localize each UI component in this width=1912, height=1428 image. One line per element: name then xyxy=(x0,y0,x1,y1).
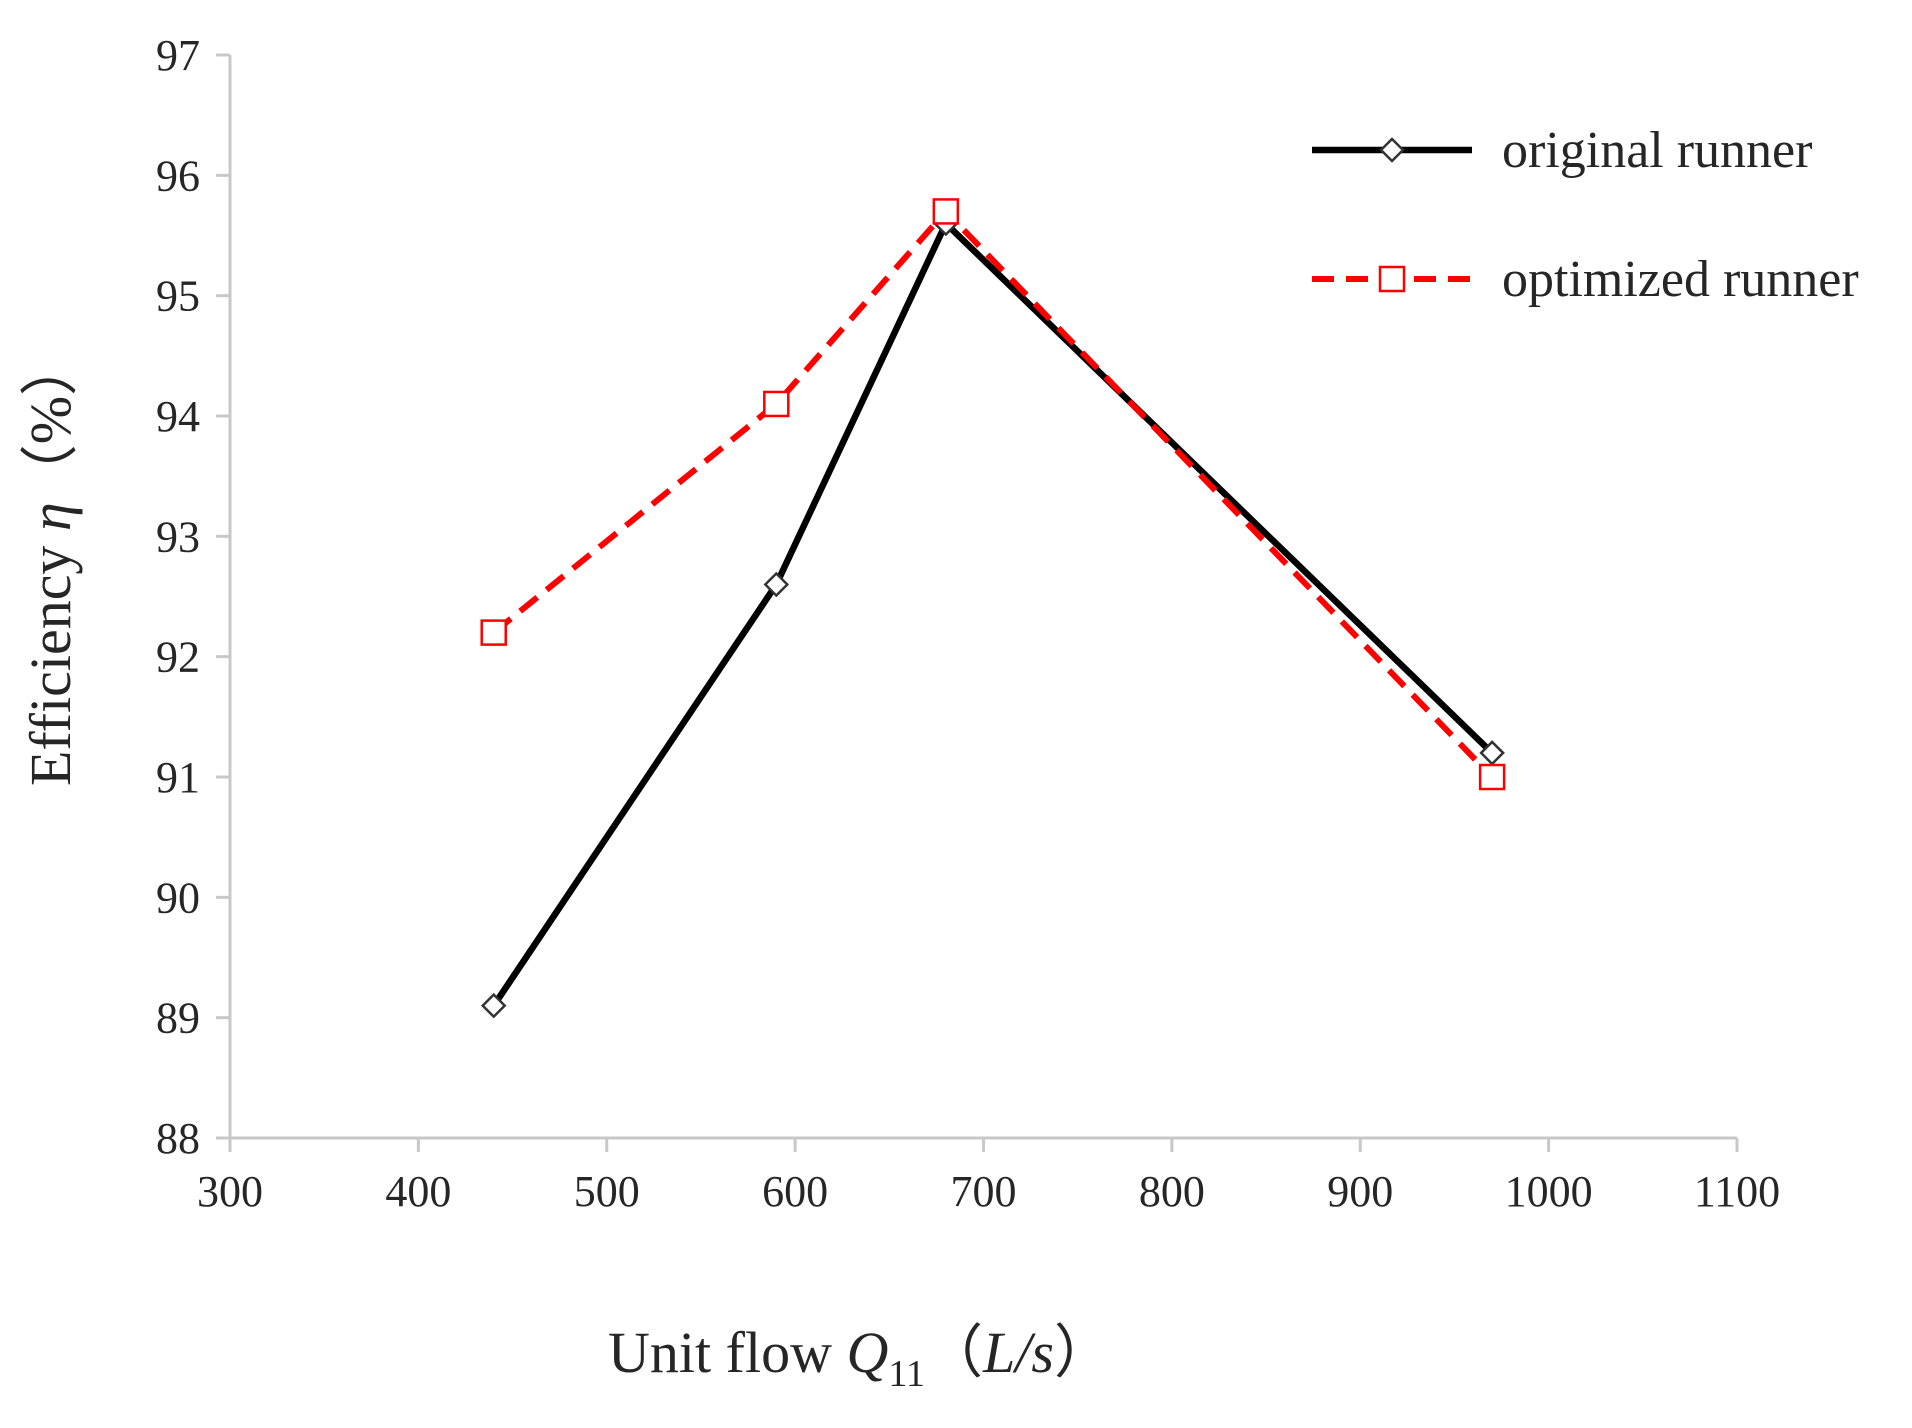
data-point xyxy=(763,571,790,598)
x-axis-title-symbol: Q xyxy=(846,1320,888,1385)
legend-marker xyxy=(1378,265,1406,293)
x-axis-title-prefix: Unit flow xyxy=(608,1320,846,1385)
x-tick-label: 400 xyxy=(385,1167,451,1216)
legend-label: optimized runner xyxy=(1502,251,1859,308)
x-tick-label: 700 xyxy=(951,1167,1017,1216)
legend-item: optimized runner xyxy=(1312,251,1859,308)
data-point xyxy=(1478,763,1506,791)
y-tick-label: 88 xyxy=(156,1114,200,1163)
y-tick-label: 93 xyxy=(156,512,200,561)
data-point xyxy=(763,390,790,418)
x-axis-title: Unit flow Q11（L/s） xyxy=(608,1320,1112,1395)
legend-label: original runner xyxy=(1502,122,1812,179)
y-axis-title-unit: （%） xyxy=(18,338,83,502)
x-axis-title-unit-close: ） xyxy=(1054,1320,1112,1385)
legend-item: original runner xyxy=(1312,122,1812,179)
y-tick-label: 97 xyxy=(156,31,200,80)
x-tick-label: 800 xyxy=(1139,1167,1205,1216)
series-original-runner xyxy=(480,210,1505,1019)
legend: original runner optimized runner xyxy=(1312,122,1859,308)
y-tick-label: 95 xyxy=(156,272,200,321)
series-layer xyxy=(480,198,1506,1019)
y-tick-label: 94 xyxy=(156,392,200,441)
x-tick-label: 900 xyxy=(1327,1167,1393,1216)
y-tick-label: 92 xyxy=(156,633,200,682)
y-tick-label: 96 xyxy=(156,151,200,200)
series-optimized-runner xyxy=(480,198,1506,791)
y-tick-label: 90 xyxy=(156,873,200,922)
x-tick-label: 1000 xyxy=(1505,1167,1593,1216)
x-tick-label: 600 xyxy=(762,1167,828,1216)
axes: 88 89 90 91 92 93 94 95 96 97 300 400 500 600 700 800 90… xyxy=(156,31,1780,1216)
y-tick-label: 89 xyxy=(156,994,200,1043)
x-axis-title-unit: L/s xyxy=(982,1320,1054,1385)
x-axis-title-unit-open: （ xyxy=(925,1320,983,1385)
data-point xyxy=(932,198,960,225)
data-point xyxy=(480,992,507,1019)
x-tick-label: 500 xyxy=(574,1167,640,1216)
y-tick-label: 91 xyxy=(156,753,200,802)
data-point xyxy=(480,619,507,646)
y-axis-title: Efficiency η（%） xyxy=(18,338,83,786)
y-axis-title-symbol: η xyxy=(18,502,83,531)
y-axis-title-prefix: Efficiency xyxy=(18,531,83,786)
legend-marker xyxy=(1379,137,1405,163)
series-line xyxy=(491,208,1495,780)
series-line xyxy=(491,220,1495,1008)
x-tick-label: 300 xyxy=(197,1167,263,1216)
x-axis-title-subscript: 11 xyxy=(888,1353,925,1395)
x-tick-label: 1100 xyxy=(1694,1167,1780,1216)
